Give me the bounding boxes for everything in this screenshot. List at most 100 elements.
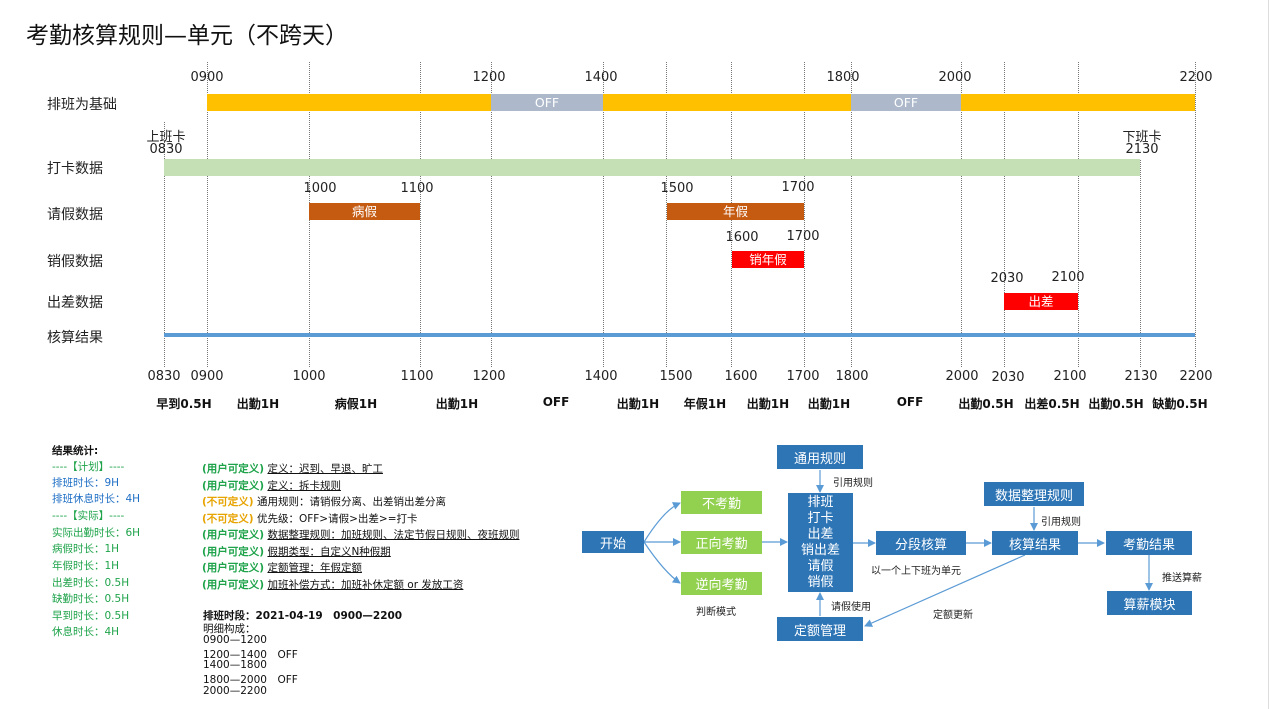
rule-text: 通用规则：请销假分离、出差销出差分离: [256, 496, 446, 508]
schedule-off-bar-1: [491, 94, 603, 111]
result-bar: [164, 333, 1195, 337]
result-segment: 出勤1H: [616, 397, 660, 411]
rule-tag: (用户可定义): [202, 463, 265, 475]
flow-mode-note: 判断模式: [696, 607, 736, 618]
stats-actual-header: ----【实际】----: [52, 510, 125, 522]
flow-data-rule-node: 数据整理规则: [984, 482, 1084, 506]
result-tick-1800: 1800: [835, 369, 869, 384]
flow-stack-item: 销假: [807, 574, 834, 590]
row-label-cancel: 销假数据: [47, 254, 103, 270]
punch-out-label: 下班卡: [1122, 130, 1162, 145]
guide-1100: [420, 62, 421, 367]
schedule-work-bar-1: [207, 94, 491, 111]
flow-quota-update-note: 定额更新: [933, 610, 973, 621]
flow-ref-rule-note-1: 引用规则: [833, 478, 873, 489]
arrow-start-to-neg-att: [643, 541, 681, 584]
schedule-info-detail-label: 明细构成：: [203, 623, 256, 635]
result-tick-2100: 2100: [1053, 369, 1087, 384]
leave-annual-end: 1700: [781, 180, 815, 195]
leave-annual-start: 1500: [660, 181, 694, 196]
flow-positive-attendance-node: 正向考勤: [681, 531, 762, 554]
result-tick-2130: 2130: [1124, 369, 1158, 384]
flow-ref-rule-note-2: 引用规则: [1041, 517, 1081, 528]
rule-item: (不可定义) 通用规则：请销假分离、出差销出差分离: [202, 494, 446, 509]
trip-end: 2100: [1051, 270, 1085, 285]
result-tick-1000: 1000: [292, 369, 326, 384]
result-tick-1700: 1700: [786, 369, 820, 384]
result-tick-1500: 1500: [659, 369, 693, 384]
rule-text: 定义：迟到、早退、旷工: [267, 463, 383, 475]
guide-0830: [164, 122, 165, 367]
schedule-time-2000: 2000: [938, 70, 972, 85]
guide-2100: [1078, 62, 1079, 367]
schedule-off-label-2: OFF: [893, 95, 919, 110]
cancel-bar: [732, 251, 804, 268]
flow-stack-item: 打卡: [807, 510, 834, 526]
result-segment: 病假1H: [334, 397, 378, 411]
stats-plan-work: 排班时长：9H: [52, 477, 120, 489]
result-tick-0830: 0830: [147, 369, 181, 384]
stats-early: 早到时长：0.5H: [52, 610, 130, 622]
rule-text: 加班补偿方式：加班补休定额 or 发放工资: [267, 579, 464, 591]
guide-2030: [1004, 62, 1005, 367]
flow-push-note: 推送算薪: [1162, 573, 1202, 584]
flow-negative-attendance-node: 逆向考勤: [681, 572, 762, 595]
result-segment: OFF: [896, 395, 924, 409]
result-tick-2030: 2030: [991, 370, 1025, 385]
stats-plan-rest: 排班休息时长：4H: [52, 493, 141, 505]
result-segment: 出差0.5H: [1024, 397, 1080, 411]
leave-annual-bar: [667, 203, 804, 220]
rule-tag: (用户可定义): [202, 562, 265, 574]
row-label-punch: 打卡数据: [47, 161, 103, 177]
schedule-info-line: 1800—2000 OFF: [203, 674, 298, 686]
rule-text: 定额管理：年假定额: [267, 562, 362, 574]
result-tick-1100: 1100: [400, 369, 434, 384]
schedule-info-line: 1200—1400 OFF: [203, 649, 298, 661]
schedule-info-heading: 排班时段：2021-04-19 0900—2200: [203, 610, 403, 622]
rule-item: (用户可定义) 定义：迟到、早退、旷工: [202, 461, 383, 476]
punch-bar: [164, 159, 1140, 176]
result-segment: 出勤1H: [807, 397, 851, 411]
cancel-label: 销年假: [749, 252, 787, 267]
rule-tag: (用户可定义): [202, 546, 265, 558]
flow-start-node: 开始: [582, 531, 644, 553]
leave-sick-label: 病假: [351, 204, 377, 219]
result-segment: OFF: [542, 395, 570, 409]
result-segment: 出勤1H: [435, 397, 479, 411]
flow-stack-item: 销出差: [800, 542, 840, 558]
schedule-work-bar-3: [961, 94, 1195, 111]
result-tick-1200: 1200: [472, 369, 506, 384]
trip-start: 2030: [990, 271, 1024, 286]
flow-leave-use-note: 请假使用: [831, 602, 871, 613]
page-edge: [1268, 0, 1269, 709]
flow-stack-item: 排班: [807, 494, 834, 510]
leave-sick-start: 1000: [303, 181, 337, 196]
page-title: 考勤核算规则—单元（不跨天）: [26, 23, 348, 49]
result-segment: 缺勤0.5H: [1152, 397, 1208, 411]
schedule-work-bar-2: [603, 94, 851, 111]
trip-label: 出差: [1028, 294, 1054, 309]
result-segment: 早到0.5H: [156, 397, 212, 411]
flow-calc-result-node: 核算结果: [992, 531, 1078, 555]
schedule-time-0900: 0900: [190, 70, 224, 85]
stats-absent: 缺勤时长：0.5H: [52, 593, 130, 605]
rule-text: 数据整理规则：加班规则、法定节假日规则、夜班规则: [267, 529, 520, 541]
leave-annual-label: 年假: [722, 204, 748, 219]
flow-stack-item: 出差: [807, 526, 834, 542]
stats-trip: 出差时长：0.5H: [52, 577, 130, 589]
flow-unit-note: 以一个上下班为单元: [871, 566, 961, 577]
flow-segment-calc-node: 分段核算: [876, 531, 966, 555]
guide-1500: [666, 62, 667, 367]
rule-item: (用户可定义) 定额管理：年假定额: [202, 560, 362, 575]
punch-in-label: 上班卡: [146, 130, 186, 145]
schedule-info-line: 0900—1200: [203, 634, 267, 646]
guide-1400: [603, 62, 604, 367]
rule-text: 优先级：OFF>请假>出差>=打卡: [256, 513, 418, 525]
rule-tag: (用户可定义): [202, 480, 265, 492]
schedule-off-bar-2: [851, 94, 961, 111]
rule-text: 定义：拆卡规则: [267, 480, 341, 492]
rule-tag: (不可定义): [202, 496, 254, 508]
schedule-info-line: 1400—1800: [203, 659, 267, 671]
rule-item: (不可定义) 优先级：OFF>请假>出差>=打卡: [202, 511, 418, 526]
schedule-time-1800: 1800: [826, 70, 860, 85]
